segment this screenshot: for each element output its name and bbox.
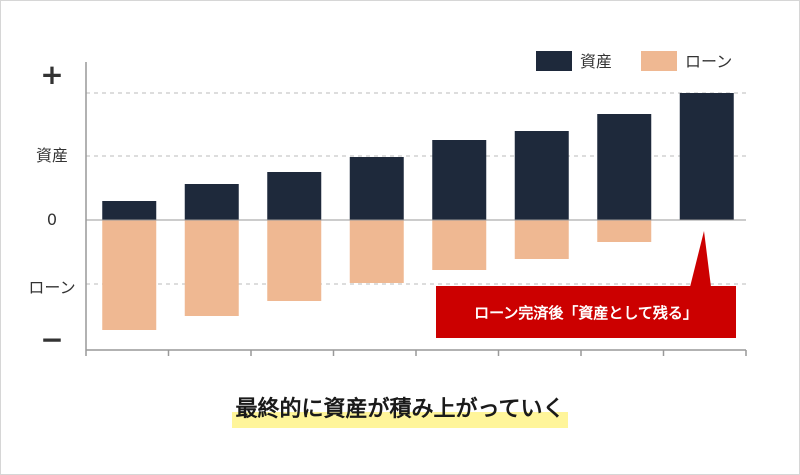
legend-label-asset: 資産 <box>580 52 612 71</box>
bar-loan <box>432 220 487 270</box>
bar-loan <box>102 220 157 330</box>
bar-asset <box>597 114 652 220</box>
caption: 最終的に資産が積み上がっていく <box>0 392 800 428</box>
bar-asset <box>184 184 239 220</box>
y-tick-label-plus: + <box>40 58 63 91</box>
annotation-text: ローン完済後「資産として残る」 <box>474 304 698 322</box>
bar-asset <box>267 172 322 220</box>
bar-asset <box>514 131 569 220</box>
y-tick-label-loan: ローン <box>28 278 75 297</box>
bar-asset <box>679 93 734 220</box>
annotation-callout: ローン完済後「資産として残る」 <box>436 231 736 338</box>
bar-loan <box>514 220 569 259</box>
y-tick-label-minus: − <box>40 323 63 356</box>
bar-asset <box>102 201 157 220</box>
bar-asset <box>349 157 404 220</box>
caption-text: 最終的に資産が積み上がっていく <box>231 392 569 428</box>
legend-swatch-loan <box>641 51 677 71</box>
bar-loan <box>597 220 652 242</box>
legend-label-loan: ローン <box>685 52 732 71</box>
bars <box>102 93 734 330</box>
bar-loan <box>349 220 404 283</box>
y-tick-label-asset: 資産 <box>36 146 68 165</box>
x-axis-ticks <box>85 350 747 356</box>
annotation-pointer <box>690 231 711 287</box>
bar-loan <box>184 220 239 316</box>
bar-asset <box>432 140 487 220</box>
annotation-box <box>436 286 736 338</box>
legend-swatch-asset <box>536 51 572 71</box>
y-tick-label-zero: 0 <box>47 210 57 229</box>
legend: 資産 ローン <box>536 51 732 71</box>
grid-lines <box>86 92 746 285</box>
bar-loan <box>267 220 322 301</box>
